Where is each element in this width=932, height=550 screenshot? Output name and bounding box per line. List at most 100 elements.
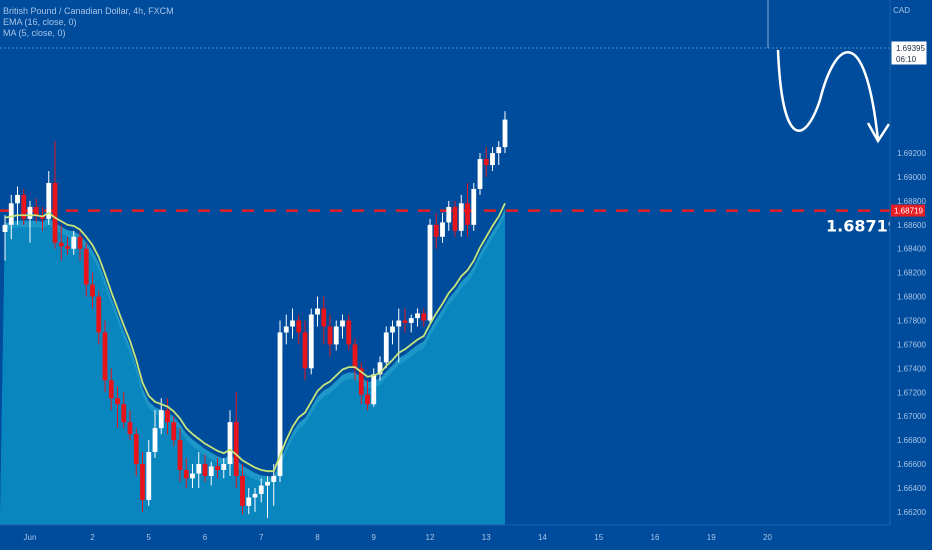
candle-body [265, 481, 270, 486]
candle [21, 188, 27, 225]
candle-body [215, 466, 220, 470]
candle [258, 478, 264, 503]
time-tick-label: 8 [315, 533, 320, 542]
candle-body [333, 326, 339, 345]
time-tick-label: 5 [147, 533, 152, 542]
price-tick-label: 1.68200 [897, 269, 926, 278]
ma-legend-entry: MA (5, close, 0) [3, 28, 66, 38]
candle [333, 320, 339, 351]
chart-legend: British Pound / Canadian Dollar, 4h, FXC… [3, 6, 174, 39]
candle [15, 186, 20, 225]
candle [452, 200, 458, 237]
candle-body [321, 308, 327, 327]
candle [446, 200, 452, 231]
candle [490, 147, 495, 172]
candle [496, 141, 502, 166]
candle [2, 215, 8, 261]
candle-body [421, 313, 427, 321]
candle-body [21, 194, 27, 219]
candle [140, 452, 145, 512]
candle [433, 212, 439, 249]
bar-countdown-text: 06:10 [896, 55, 917, 64]
candle [321, 296, 327, 345]
candle-body [127, 422, 133, 435]
candle-body [108, 380, 114, 399]
candle-body [496, 147, 502, 154]
candle-body [221, 464, 227, 470]
price-tick-label: 1.67000 [897, 412, 926, 421]
time-tick-label: 14 [538, 533, 547, 542]
candle-body [158, 410, 164, 429]
candle [83, 242, 89, 297]
price-tick-label: 1.69000 [897, 173, 926, 182]
candle-body [202, 464, 208, 476]
candle [233, 392, 239, 488]
ema-legend-entry: EMA (16, close, 0) [3, 17, 77, 27]
candle [502, 111, 508, 154]
candle-body [102, 332, 108, 381]
candle [77, 230, 83, 261]
candle [327, 314, 333, 357]
candle [133, 428, 139, 476]
candle-body [271, 475, 277, 482]
candle-body [33, 206, 39, 216]
candle [346, 314, 352, 351]
candle-body [340, 320, 345, 327]
candle-body [490, 153, 495, 166]
candle-body [390, 326, 395, 333]
candle-body [371, 374, 377, 405]
candle [202, 454, 208, 482]
price-tick-label: 1.68600 [897, 221, 926, 230]
candle-body [196, 464, 202, 474]
candle-body [152, 428, 158, 453]
price-axis[interactable] [890, 0, 932, 550]
candle-body [165, 410, 170, 423]
candle [171, 416, 177, 447]
candle-body [465, 203, 470, 225]
candle-body [190, 473, 195, 479]
candle [96, 290, 102, 345]
candle [165, 398, 170, 435]
candle-body [96, 296, 102, 333]
candle-body [346, 320, 352, 345]
candle-body [2, 224, 8, 233]
candle [383, 326, 389, 369]
candle [296, 314, 302, 345]
candle [283, 314, 289, 345]
candle [465, 182, 470, 237]
candle [102, 320, 108, 393]
candle-body [227, 422, 233, 465]
candle [27, 200, 33, 243]
candle-body [77, 236, 83, 249]
time-axis[interactable] [0, 525, 932, 550]
time-tick-label: 12 [426, 533, 435, 542]
candle-body [440, 222, 445, 237]
candle [365, 380, 370, 411]
candle-body [27, 206, 33, 219]
candle [352, 338, 358, 381]
candle [246, 487, 252, 515]
candle [177, 428, 183, 482]
candle [65, 236, 70, 255]
candle [302, 320, 308, 381]
candle [121, 392, 127, 429]
candle-body [52, 182, 58, 243]
price-tick-label: 1.67600 [897, 340, 926, 349]
candle-body [446, 206, 452, 223]
candle [265, 475, 270, 518]
candle [402, 308, 408, 333]
time-tick-label: Jun [24, 533, 37, 542]
candle-body [396, 320, 402, 327]
candle [146, 440, 152, 506]
price-tick-label: 1.66800 [897, 436, 926, 445]
candle-body [8, 203, 14, 225]
candle-body [383, 332, 389, 363]
candle-body [177, 440, 183, 470]
candle-body [83, 248, 89, 285]
candle [58, 224, 64, 261]
candle-body [246, 497, 252, 506]
candle-body [240, 475, 245, 506]
price-tick-label: 1.68400 [897, 245, 926, 254]
candle-body [71, 236, 77, 249]
